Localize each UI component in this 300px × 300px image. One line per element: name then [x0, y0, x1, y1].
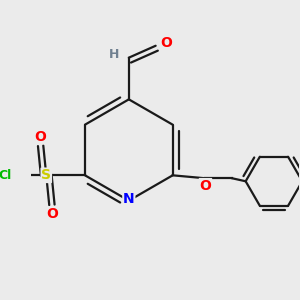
Text: O: O	[200, 179, 211, 193]
Text: N: N	[123, 192, 135, 206]
Text: H: H	[109, 48, 119, 61]
Text: O: O	[34, 130, 46, 144]
Text: S: S	[41, 168, 51, 182]
Text: O: O	[46, 207, 58, 221]
Text: O: O	[160, 36, 172, 50]
Text: Cl: Cl	[0, 169, 11, 182]
